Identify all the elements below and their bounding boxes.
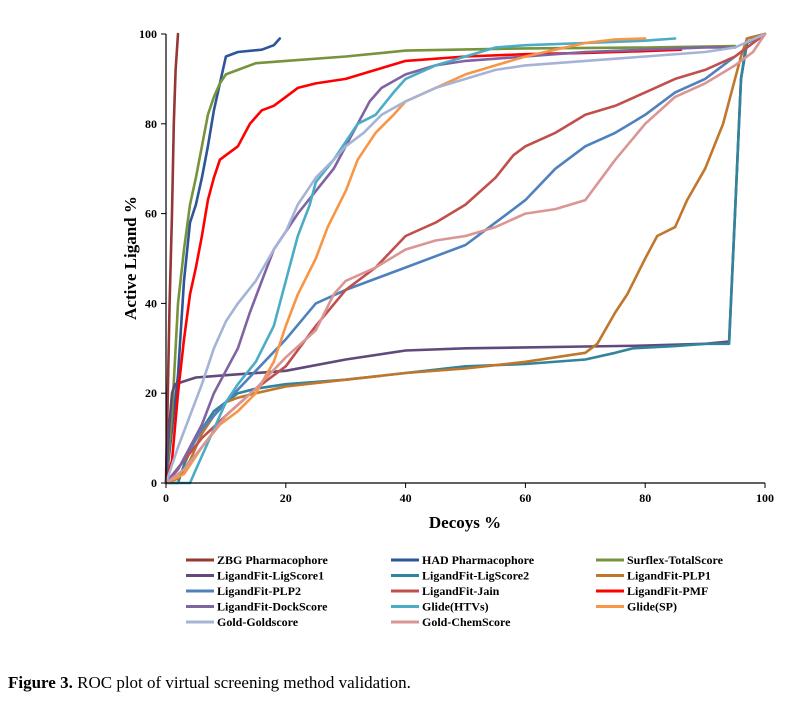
legend-label: Gold-Goldscore bbox=[217, 615, 299, 629]
legend-label: LigandFit-PLP1 bbox=[627, 569, 711, 583]
series-line-ligandfit-ligscore1 bbox=[164, 32, 767, 485]
legend-label: ZBG Pharmacophore bbox=[217, 553, 328, 567]
axes-layer bbox=[165, 34, 765, 484]
y-tick-label: 20 bbox=[145, 386, 157, 400]
legend-label: LigandFit-PLP2 bbox=[217, 584, 301, 598]
legend-item-ligandfit-plp2: LigandFit-PLP2 bbox=[186, 584, 301, 598]
ticks-layer: 0 20 40 60 80 100 0 20 40 60 80 100 bbox=[139, 27, 774, 505]
legend-item-ligandfit-ligscore1: LigandFit-LigScore1 bbox=[186, 569, 324, 583]
series-line-ligandfit-ligscore2 bbox=[164, 32, 767, 485]
legend-item-gold-goldscore: Gold-Goldscore bbox=[186, 615, 299, 629]
series-line-had-pharmacophore bbox=[164, 37, 282, 485]
legend-item-glide-htvs: Glide(HTVs) bbox=[391, 600, 489, 614]
legend-item-gold-chemscore: Gold-ChemScore bbox=[391, 615, 511, 629]
series-line-gold-goldscore bbox=[164, 32, 767, 485]
legend: ZBG Pharmacophore HAD Pharmacophore Surfle… bbox=[186, 553, 724, 629]
series-line-ligandfit-pmf bbox=[164, 48, 683, 485]
series-line-ligandfit-jain bbox=[164, 32, 767, 485]
series-line-ligandfit-plp2 bbox=[164, 32, 767, 485]
legend-item-ligandfit-dockscore: LigandFit-DockScore bbox=[186, 600, 328, 614]
y-axis-title: Active Ligand % bbox=[121, 196, 140, 320]
series-line-glide-sp bbox=[164, 37, 647, 485]
series-line-ligandfit-plp1 bbox=[164, 32, 767, 485]
legend-item-ligandfit-ligscore2: LigandFit-LigScore2 bbox=[391, 569, 529, 583]
legend-label: LigandFit-LigScore2 bbox=[422, 569, 529, 583]
figure-caption: Figure 3. ROC plot of virtual screening … bbox=[8, 673, 411, 693]
legend-item-had-pharmacophore: HAD Pharmacophore bbox=[391, 553, 535, 567]
caption-label: Figure 3. bbox=[8, 673, 73, 692]
legend-label: Glide(SP) bbox=[627, 600, 677, 614]
x-tick-label: 20 bbox=[280, 491, 292, 505]
legend-label: HAD Pharmacophore bbox=[422, 553, 535, 567]
y-tick-label: 60 bbox=[145, 207, 157, 221]
legend-label: Gold-ChemScore bbox=[422, 615, 511, 629]
legend-item-glide-sp: Glide(SP) bbox=[596, 600, 677, 614]
series-layer bbox=[164, 32, 767, 485]
legend-label: LigandFit-LigScore1 bbox=[217, 569, 324, 583]
y-tick-label: 0 bbox=[151, 476, 157, 490]
legend-item-ligandfit-jain: LigandFit-Jain bbox=[391, 584, 500, 598]
legend-label: LigandFit-PMF bbox=[627, 584, 708, 598]
legend-item-ligandfit-pmf: LigandFit-PMF bbox=[596, 584, 708, 598]
x-tick-label: 80 bbox=[639, 491, 651, 505]
series-line-gold-chemscore bbox=[164, 32, 767, 485]
y-tick-label: 80 bbox=[145, 117, 157, 131]
x-tick-label: 100 bbox=[756, 491, 774, 505]
legend-item-surflex-totalscore: Surflex-TotalScore bbox=[596, 553, 724, 567]
legend-label: Surflex-TotalScore bbox=[627, 553, 724, 567]
legend-label: Glide(HTVs) bbox=[422, 600, 489, 614]
series-line-ligandfit-dockscore bbox=[164, 46, 737, 485]
legend-label: LigandFit-DockScore bbox=[217, 600, 328, 614]
legend-label: LigandFit-Jain bbox=[422, 584, 500, 598]
y-tick-label: 100 bbox=[139, 27, 157, 41]
legend-item-zbg-pharmacophore: ZBG Pharmacophore bbox=[186, 553, 328, 567]
x-tick-label: 40 bbox=[400, 491, 412, 505]
series-line-surflex-totalscore bbox=[164, 44, 737, 485]
x-axis-title: Decoys % bbox=[429, 513, 501, 532]
x-tick-label: 0 bbox=[163, 491, 169, 505]
y-tick-label: 40 bbox=[145, 296, 157, 310]
x-tick-label: 60 bbox=[519, 491, 531, 505]
caption-text: ROC plot of virtual screening method val… bbox=[72, 673, 411, 692]
series-line-zbg-pharmacophore bbox=[164, 32, 180, 485]
legend-item-ligandfit-plp1: LigandFit-PLP1 bbox=[596, 569, 711, 583]
